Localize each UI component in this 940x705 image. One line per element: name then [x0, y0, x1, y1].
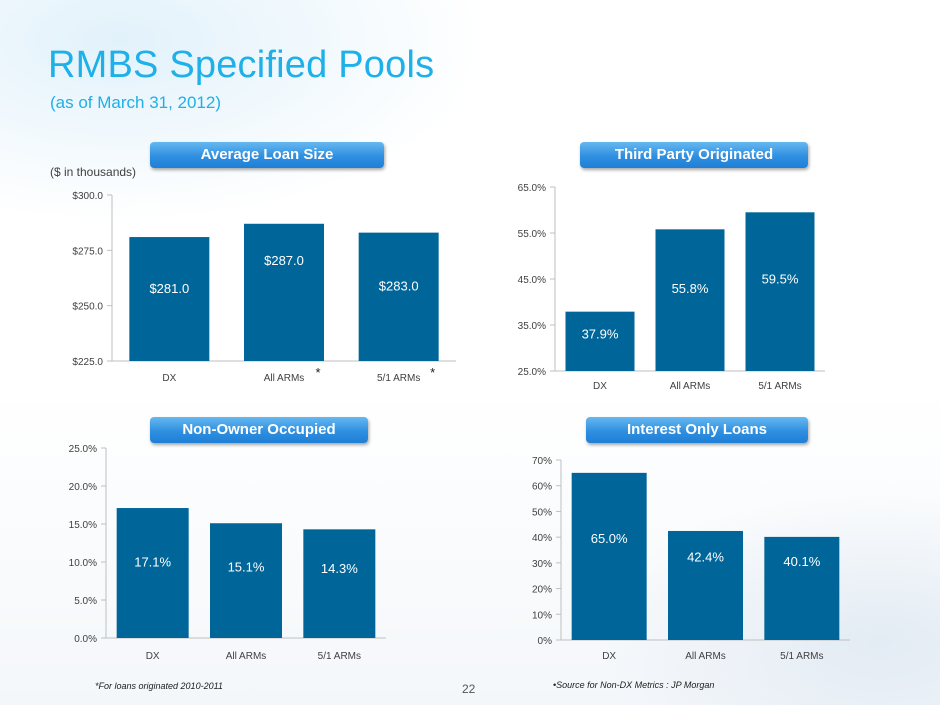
y-tick-label: 5.0%	[74, 596, 97, 607]
bar	[764, 536, 840, 640]
category-label: 5/1 ARMs	[780, 651, 823, 662]
data-label: $281.0	[149, 281, 189, 296]
data-label: 17.1%	[134, 555, 171, 570]
category-label: DX	[162, 373, 176, 384]
y-tick-label: 25.0%	[69, 444, 97, 455]
y-tick-label: 0%	[538, 636, 553, 647]
data-label: 59.5%	[762, 272, 799, 287]
y-tick-label: 55.0%	[518, 229, 546, 240]
category-label: 5/1 ARMs	[758, 381, 801, 392]
y-tick-label: 60%	[532, 482, 552, 493]
data-label: $287.0	[264, 253, 304, 268]
bar	[129, 237, 210, 361]
category-label: All ARMs	[264, 373, 305, 384]
bar	[358, 232, 439, 361]
y-tick-label: 65.0%	[518, 183, 546, 194]
category-label: DX	[602, 651, 616, 662]
footnote-source: •Source for Non-DX Metrics : JP Morgan	[553, 680, 715, 690]
category-label: All ARMs	[670, 381, 711, 392]
y-tick-label: 10.0%	[69, 558, 97, 569]
chart-title-pill-third-party: Third Party Originated	[580, 142, 808, 168]
y-tick-label: 30%	[532, 559, 552, 570]
footnote-loans-originated: *For loans originated 2010-2011	[95, 681, 223, 691]
y-tick-label: 15.0%	[69, 520, 97, 531]
y-tick-label: $275.0	[72, 246, 103, 257]
y-tick-label: $300.0	[72, 191, 103, 202]
data-label: 14.3%	[321, 561, 358, 576]
bar	[303, 529, 376, 638]
category-label: DX	[593, 381, 607, 392]
category-footnote-marker: *	[315, 365, 320, 380]
category-footnote-marker: *	[430, 365, 435, 380]
bar	[244, 223, 324, 361]
y-tick-label: 0.0%	[74, 634, 97, 645]
y-tick-label: 10%	[532, 610, 552, 621]
chart-title-pill-non-owner: Non-Owner Occupied	[150, 417, 368, 443]
bar	[655, 229, 725, 371]
y-tick-label: 70%	[532, 456, 552, 467]
data-label: 55.8%	[672, 281, 709, 296]
category-label: All ARMs	[685, 651, 726, 662]
bar	[565, 311, 635, 371]
y-tick-label: 20%	[532, 585, 552, 596]
data-label: 42.4%	[687, 549, 724, 564]
category-label: 5/1 ARMs	[377, 373, 420, 384]
bar	[668, 530, 743, 640]
chart-title-pill-loan-size: Average Loan Size	[150, 142, 384, 168]
data-label: $283.0	[379, 278, 419, 293]
page-subtitle: (as of March 31, 2012)	[50, 93, 222, 112]
y-tick-label: 25.0%	[518, 367, 546, 378]
category-label: 5/1 ARMs	[318, 651, 361, 662]
bar	[116, 508, 189, 638]
bar	[210, 523, 282, 638]
y-tick-label: $250.0	[72, 302, 103, 313]
units-note: ($ in thousands)	[50, 165, 137, 179]
page-number: 22	[462, 682, 476, 696]
y-tick-label: $225.0	[72, 357, 103, 368]
y-tick-label: 40%	[532, 533, 552, 544]
data-label: 15.1%	[228, 559, 265, 574]
data-label: 40.1%	[783, 554, 820, 569]
y-tick-label: 20.0%	[69, 482, 97, 493]
data-label: 37.9%	[582, 326, 619, 341]
bar	[571, 472, 647, 640]
data-label: 65.0%	[591, 531, 628, 546]
category-label: DX	[146, 651, 160, 662]
y-tick-label: 50%	[532, 507, 552, 518]
y-tick-label: 45.0%	[518, 275, 546, 286]
page-title: RMBS Specified Pools	[48, 44, 435, 86]
category-label: All ARMs	[226, 651, 267, 662]
y-tick-label: 35.0%	[518, 321, 546, 332]
chart-title-pill-interest-only: Interest Only Loans	[586, 417, 808, 443]
bar	[745, 212, 815, 371]
